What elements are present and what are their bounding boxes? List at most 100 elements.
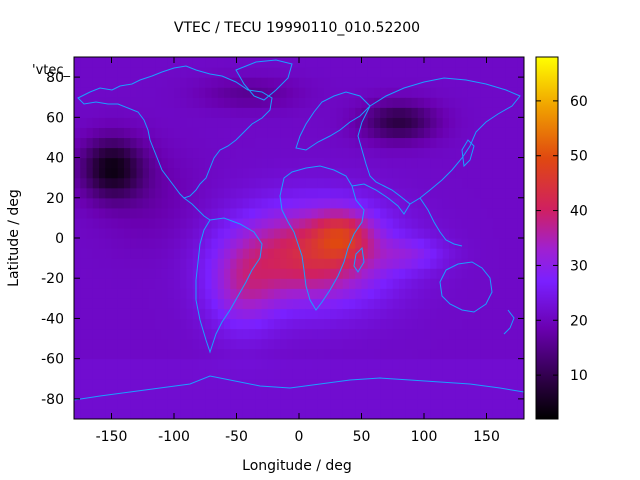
heatmap-cell <box>174 258 181 269</box>
heatmap-cell <box>367 67 375 78</box>
heatmap-cell <box>267 57 275 68</box>
heatmap-cell <box>330 57 338 68</box>
heatmap-cell <box>299 268 306 279</box>
heatmap-cell <box>442 338 450 350</box>
heatmap-cell <box>224 87 231 98</box>
heatmap-cell <box>374 268 381 279</box>
heatmap-cell <box>286 378 294 390</box>
heatmap-cell <box>299 217 306 229</box>
heatmap-cell <box>492 328 500 340</box>
heatmap-cell <box>155 97 163 108</box>
heatmap-cell <box>342 308 350 320</box>
heatmap-cell <box>249 358 256 370</box>
heatmap-cell <box>255 258 263 269</box>
heatmap-cell <box>99 87 106 98</box>
heatmap-cell <box>230 338 238 350</box>
heatmap-cell <box>224 248 231 259</box>
heatmap-cell <box>492 227 500 239</box>
heatmap-cell <box>461 127 469 139</box>
heatmap-cell <box>255 288 263 299</box>
heatmap-cell <box>267 197 275 209</box>
heatmap-cell <box>130 177 138 189</box>
heatmap-cell <box>99 217 106 229</box>
heatmap-cell <box>299 197 306 209</box>
heatmap-cell <box>99 308 106 320</box>
heatmap-cell <box>224 107 231 118</box>
heatmap-cell <box>511 388 519 400</box>
heatmap-cell <box>267 288 275 299</box>
heatmap-cell <box>99 288 106 299</box>
heatmap-cell <box>342 157 350 169</box>
coastline-antarctica <box>74 375 524 401</box>
heatmap-cell <box>399 368 406 380</box>
heatmap-cell <box>461 388 469 400</box>
heatmap-cell <box>130 328 138 340</box>
heatmap-cell <box>342 268 350 279</box>
heatmap-cell <box>505 87 513 98</box>
heatmap-cell <box>349 227 356 239</box>
heatmap-cell <box>242 167 250 179</box>
heatmap-cell <box>336 57 344 68</box>
heatmap-cell <box>336 187 344 199</box>
heatmap-cell <box>392 57 400 68</box>
heatmap-cell <box>74 97 81 108</box>
heatmap-cell <box>230 137 238 149</box>
heatmap-cell <box>330 207 338 219</box>
heatmap-cell <box>424 288 431 299</box>
heatmap-cell <box>249 157 256 169</box>
heatmap-cell <box>136 278 144 289</box>
heatmap-cell <box>74 278 81 289</box>
heatmap-cell <box>411 368 419 380</box>
heatmap-cell <box>124 258 131 269</box>
heatmap-cell <box>361 167 369 179</box>
heatmap-cell <box>255 338 263 350</box>
heatmap-cell <box>286 147 294 159</box>
heatmap-cell <box>330 298 338 309</box>
heatmap-cell <box>486 207 494 219</box>
heatmap-cell <box>380 258 388 269</box>
heatmap-cell <box>474 338 481 350</box>
heatmap-cell <box>192 358 200 370</box>
heatmap-cell <box>336 207 344 219</box>
heatmap-cell <box>211 378 219 390</box>
heatmap-cell <box>361 248 369 259</box>
heatmap-cell <box>255 398 263 410</box>
heatmap-cell <box>317 157 325 169</box>
heatmap-cell <box>317 67 325 78</box>
heatmap-cell <box>417 107 425 118</box>
heatmap-cell <box>411 338 419 350</box>
heatmap-cell <box>242 107 250 118</box>
heatmap-cell <box>211 187 219 199</box>
heatmap-cell <box>417 308 425 320</box>
heatmap-cell <box>392 157 400 169</box>
heatmap-cell <box>299 368 306 380</box>
heatmap-cell <box>505 107 513 118</box>
heatmap-cell <box>324 117 331 128</box>
heatmap-cell <box>149 288 156 299</box>
heatmap-cell <box>186 328 194 340</box>
heatmap-cell <box>236 157 244 169</box>
heatmap-cell <box>155 87 163 98</box>
heatmap-cell <box>467 127 475 139</box>
heatmap-cell <box>249 127 256 139</box>
heatmap-cell <box>474 348 481 360</box>
heatmap-cell <box>199 57 206 68</box>
coastline-africa <box>279 165 365 311</box>
heatmap-cell <box>155 187 163 199</box>
heatmap-cell <box>430 77 438 88</box>
heatmap-cell <box>149 278 156 289</box>
heatmap-cell <box>236 197 244 209</box>
heatmap-cell <box>161 338 169 350</box>
heatmap-cell <box>461 137 469 149</box>
heatmap-cell <box>324 238 331 249</box>
heatmap-cell <box>242 157 250 169</box>
heatmap-cell <box>430 67 438 78</box>
heatmap-cell <box>311 348 319 360</box>
heatmap-cell <box>111 358 119 370</box>
heatmap-cell <box>174 147 181 159</box>
heatmap-cell <box>211 268 219 279</box>
heatmap-cell <box>305 167 313 179</box>
heatmap-cell <box>142 328 150 340</box>
heatmap-cell <box>242 137 250 149</box>
heatmap-cell <box>417 358 425 370</box>
